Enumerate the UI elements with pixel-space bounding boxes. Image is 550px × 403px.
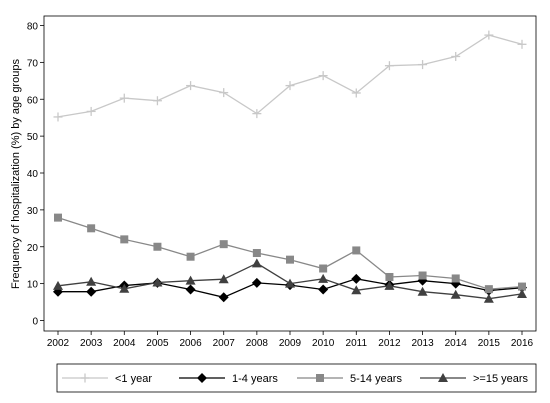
x-tick-label: 2016 xyxy=(511,338,534,349)
series-0-point xyxy=(53,112,63,122)
series-1-point xyxy=(251,277,262,288)
series-3-point xyxy=(417,286,428,296)
y-axis: 0 10 20 30 40 50 60 70 80 xyxy=(27,22,44,328)
series-2-point xyxy=(87,224,96,233)
series-1-point xyxy=(218,292,229,303)
x-tick-label: 2004 xyxy=(113,338,136,349)
series-3-point xyxy=(450,289,461,299)
series-1-point xyxy=(351,273,362,284)
series-3-point xyxy=(517,288,527,298)
x-tick-label: 2014 xyxy=(445,338,468,349)
series-2-point xyxy=(352,246,361,255)
series-2-point xyxy=(451,274,460,283)
x-axis: 2002 2003 2004 2005 2006 2007 2008 2009 2010 2011… xyxy=(47,331,534,349)
series-0-point xyxy=(186,81,196,91)
series-2-point xyxy=(186,252,195,261)
y-tick-label: 20 xyxy=(27,243,39,254)
x-tick-label: 2013 xyxy=(411,338,434,349)
series-1-point xyxy=(86,286,97,297)
legend-marker-3 xyxy=(438,373,448,382)
series-0-point xyxy=(152,96,162,106)
y-tick-label: 30 xyxy=(27,206,39,217)
legend-label-2: 5-14 years xyxy=(350,373,402,385)
series-2-point xyxy=(219,240,228,249)
series-3-point xyxy=(251,258,262,268)
series-1-point xyxy=(318,284,329,295)
legend-marker-1 xyxy=(197,373,207,383)
series-3-point xyxy=(53,280,63,290)
series-1-point xyxy=(185,284,196,295)
x-tick-label: 2008 xyxy=(246,338,269,349)
x-tick-label: 2007 xyxy=(213,338,236,349)
series-0-point xyxy=(252,109,262,119)
x-tick-label: 2005 xyxy=(146,338,169,349)
series-2-point xyxy=(518,282,526,291)
series-3-point xyxy=(318,273,329,283)
y-tick-label: 10 xyxy=(27,280,39,291)
legend-label-1: 1-4 years xyxy=(232,373,278,385)
series-3-point xyxy=(86,276,97,286)
series-2-point xyxy=(54,213,62,222)
series-2-point xyxy=(252,249,261,258)
series-3-point xyxy=(185,275,196,285)
series-3-point xyxy=(351,285,362,295)
series-0-point xyxy=(384,61,394,71)
series-2-point xyxy=(153,242,162,251)
legend-label-3: >=15 years xyxy=(473,373,529,385)
series-3-point xyxy=(384,280,395,290)
series-2-point xyxy=(286,255,294,264)
series-0-point xyxy=(484,30,494,40)
y-tick-label: 60 xyxy=(27,95,39,106)
x-tick-label: 2010 xyxy=(312,338,335,349)
x-tick-label: 2006 xyxy=(179,338,202,349)
y-tick-label: 0 xyxy=(32,317,38,328)
y-tick-label: 70 xyxy=(27,58,39,69)
x-tick-label: 2015 xyxy=(478,338,501,349)
y-tick-label: 40 xyxy=(27,169,39,180)
series-0-point xyxy=(119,93,129,103)
series-0-point xyxy=(219,88,229,98)
series-3-point xyxy=(483,293,494,303)
legend: <1 year 1-4 years 5-14 years >=15 years xyxy=(62,373,529,385)
x-tick-label: 2011 xyxy=(346,338,368,349)
series-0-point xyxy=(418,60,428,70)
series-2-point xyxy=(484,285,493,294)
series-0-point xyxy=(318,71,328,81)
x-tick-label: 2012 xyxy=(378,338,401,349)
series-2-point xyxy=(418,271,427,280)
series-2-point xyxy=(120,235,129,244)
series-0-point xyxy=(451,51,461,61)
series-0-point xyxy=(285,81,295,91)
y-axis-label: Frequency of hospitalization (%) by age … xyxy=(10,59,22,289)
series-layer xyxy=(53,30,527,303)
series-2-point xyxy=(385,272,394,281)
series-0-point xyxy=(351,88,361,98)
x-tick-label: 2002 xyxy=(47,338,70,349)
series-3-point xyxy=(119,283,130,293)
y-tick-label: 80 xyxy=(27,22,39,33)
legend-label-0: <1 year xyxy=(115,373,152,385)
series-3-point xyxy=(285,278,295,288)
legend-marker-2 xyxy=(316,374,324,382)
x-tick-label: 2009 xyxy=(279,338,302,349)
legend-marker-0 xyxy=(80,373,90,383)
series-3-point xyxy=(218,274,229,284)
series-0-point xyxy=(517,39,527,49)
x-tick-label: 2003 xyxy=(80,338,103,349)
y-tick-label: 50 xyxy=(27,132,39,143)
series-3-point xyxy=(152,277,163,287)
series-2-point xyxy=(319,264,328,273)
series-0-point xyxy=(86,106,96,116)
